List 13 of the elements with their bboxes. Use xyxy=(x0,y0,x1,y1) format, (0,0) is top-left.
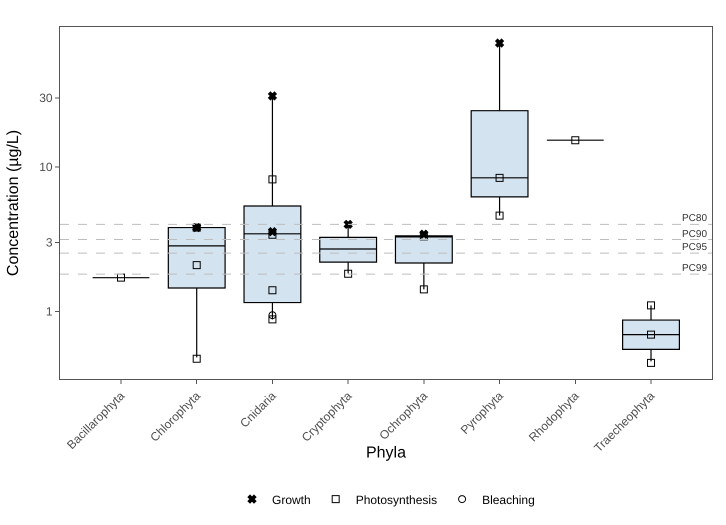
legend-label: Photosynthesis xyxy=(356,492,438,507)
y-tick-label: 1 xyxy=(46,304,53,319)
y-tick-label: 30 xyxy=(39,91,53,106)
x-axis-title: Phyla xyxy=(366,444,406,462)
ref-line-label: PC95 xyxy=(682,242,708,253)
y-axis-title: Concentration (µg/L) xyxy=(5,130,22,276)
y-tick-label: 3 xyxy=(46,236,53,250)
y-tick-label: 10 xyxy=(39,160,53,174)
ref-line-label: PC90 xyxy=(682,229,708,240)
ref-line-label: PC80 xyxy=(682,213,708,224)
legend-label: Growth xyxy=(272,492,311,507)
legend-label: Bleaching xyxy=(482,492,535,507)
ref-line-label: PC99 xyxy=(682,263,708,274)
